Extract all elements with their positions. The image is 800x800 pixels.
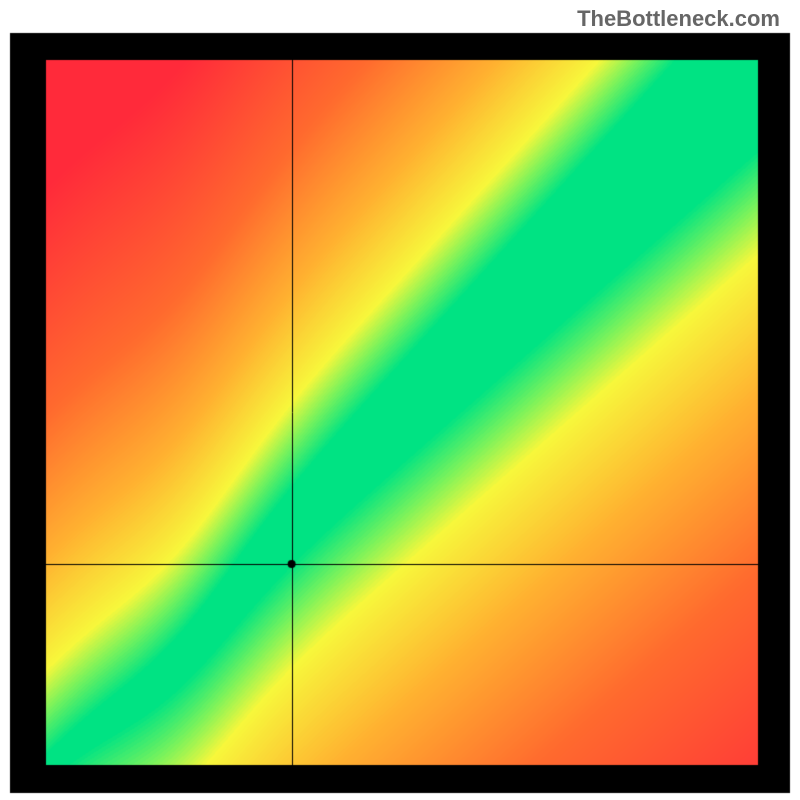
bottleneck-heatmap — [0, 0, 800, 800]
chart-container: { "watermark": { "text": "TheBottleneck.… — [0, 0, 800, 800]
watermark-text: TheBottleneck.com — [577, 6, 780, 32]
